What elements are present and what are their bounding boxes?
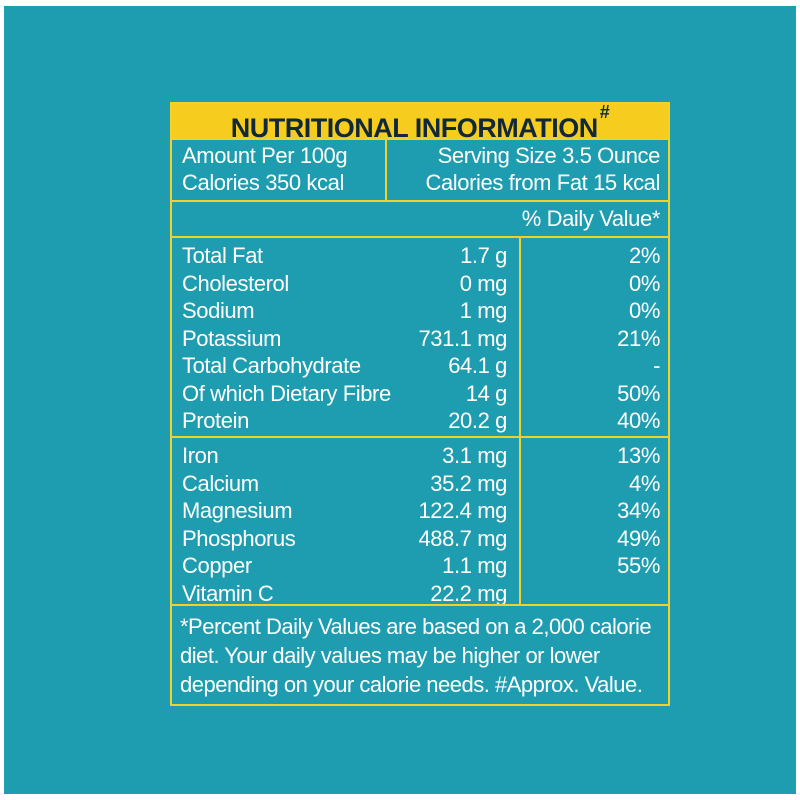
mineral-name: Vitamin C xyxy=(182,580,274,606)
mineral-amount: 488.7 mg xyxy=(418,525,507,551)
nutrient-name: Protein xyxy=(182,408,249,433)
list-item: Iron 3.1 mg 13% xyxy=(172,442,668,470)
macronutrients-section: Total Fat 1.7 g 2% Cholesterol 0 mg 0% S… xyxy=(172,236,668,436)
macronutrient-list: Total Fat 1.7 g 2% Cholesterol 0 mg 0% S… xyxy=(172,242,668,435)
mineral-daily-value: 34% xyxy=(617,498,660,523)
list-item: Protein 20.2 g 40% xyxy=(172,407,668,435)
nutrient-name: Total Carbohydrate xyxy=(182,353,361,378)
mineral-daily-value: 4% xyxy=(629,470,660,496)
list-item: Sodium 1 mg 0% xyxy=(172,297,668,325)
nutrient-daily-value: 0% xyxy=(629,270,660,296)
nutrient-amount: 20.2 g xyxy=(448,408,507,433)
daily-value-header: % Daily Value* xyxy=(521,206,661,231)
nutrient-daily-value: 50% xyxy=(617,380,660,406)
mineral-daily-value: 49% xyxy=(617,525,660,551)
product-image-background: NUTRITIONAL INFORMATION# Amount Per 100g… xyxy=(4,6,796,794)
nutrient-amount: 1.7 g xyxy=(460,243,507,268)
minerals-section: Iron 3.1 mg 13% Calcium 35.2 mg 4% Magne… xyxy=(172,436,668,607)
nutrient-name: Total Fat xyxy=(182,243,263,268)
mineral-daily-value: 13% xyxy=(617,443,660,468)
list-item: Calcium 35.2 mg 4% xyxy=(172,470,668,498)
mineral-amount: 122.4 mg xyxy=(418,498,507,523)
column-divider xyxy=(519,238,521,436)
nutrient-amount: 14 g xyxy=(465,380,508,406)
mineral-list: Iron 3.1 mg 13% Calcium 35.2 mg 4% Magne… xyxy=(172,442,668,607)
nutrient-daily-value: - xyxy=(653,353,660,378)
mineral-amount: 22.2 mg xyxy=(430,580,507,606)
mineral-amount: 1.1 mg xyxy=(442,553,507,578)
daily-value-header-row: % Daily Value* xyxy=(172,200,668,236)
nutrient-daily-value: 2% xyxy=(629,243,660,268)
list-item: Total Carbohydrate 64.1 g - xyxy=(172,352,668,380)
nutrient-name: Of which Dietary Fibre xyxy=(182,380,391,406)
column-divider xyxy=(385,140,387,200)
list-item: Vitamin C 22.2 mg xyxy=(172,580,668,608)
nutrient-amount: 1 mg xyxy=(459,298,508,323)
mineral-name: Copper xyxy=(182,553,252,578)
list-item: Phosphorus 488.7 mg 49% xyxy=(172,525,668,553)
list-item: Cholesterol 0 mg 0% xyxy=(172,270,668,298)
nutrition-facts-panel: NUTRITIONAL INFORMATION# Amount Per 100g… xyxy=(170,102,670,706)
amount-per-text: Amount Per 100g xyxy=(182,143,348,168)
daily-value-footnote: *Percent Daily Values are based on a 2,0… xyxy=(180,614,652,697)
list-item: Copper 1.1 mg 55% xyxy=(172,552,668,580)
list-item: Of which Dietary Fibre 14 g 50% xyxy=(172,380,668,408)
calories-from-fat-text: Calories from Fat 15 kcal xyxy=(425,170,660,195)
list-item: Total Fat 1.7 g 2% xyxy=(172,242,668,270)
nutrient-name: Sodium xyxy=(182,298,255,323)
nutrition-title-bar: NUTRITIONAL INFORMATION# xyxy=(172,102,668,143)
mineral-amount: 35.2 mg xyxy=(430,470,507,496)
nutrient-name: Potassium xyxy=(182,325,282,351)
nutrient-daily-value: 0% xyxy=(629,298,660,323)
nutrient-daily-value: 21% xyxy=(617,325,660,351)
nutrient-amount: 64.1 g xyxy=(448,353,507,378)
nutrient-amount: 731.1 mg xyxy=(418,325,507,351)
nutrient-amount: 0 mg xyxy=(459,270,508,296)
column-divider xyxy=(519,438,521,604)
list-item: Magnesium 122.4 mg 34% xyxy=(172,497,668,525)
mineral-name: Magnesium xyxy=(182,498,293,523)
mineral-name: Iron xyxy=(182,443,219,468)
mineral-amount: 3.1 mg xyxy=(442,443,507,468)
approx-mark: # xyxy=(599,102,610,122)
calories-text: Calories 350 kcal xyxy=(182,170,344,195)
nutrient-name: Cholesterol xyxy=(182,270,289,296)
mineral-daily-value: 55% xyxy=(617,553,660,578)
footnote-section: *Percent Daily Values are based on a 2,0… xyxy=(172,604,668,704)
list-item: Potassium 731.1 mg 21% xyxy=(172,325,668,353)
serving-size-text: Serving Size 3.5 Ounce xyxy=(437,143,661,168)
mineral-name: Calcium xyxy=(182,470,259,496)
serving-section: Amount Per 100g Calories 350 kcal Servin… xyxy=(172,138,668,200)
mineral-name: Phosphorus xyxy=(182,525,296,551)
nutrient-daily-value: 40% xyxy=(617,408,660,433)
